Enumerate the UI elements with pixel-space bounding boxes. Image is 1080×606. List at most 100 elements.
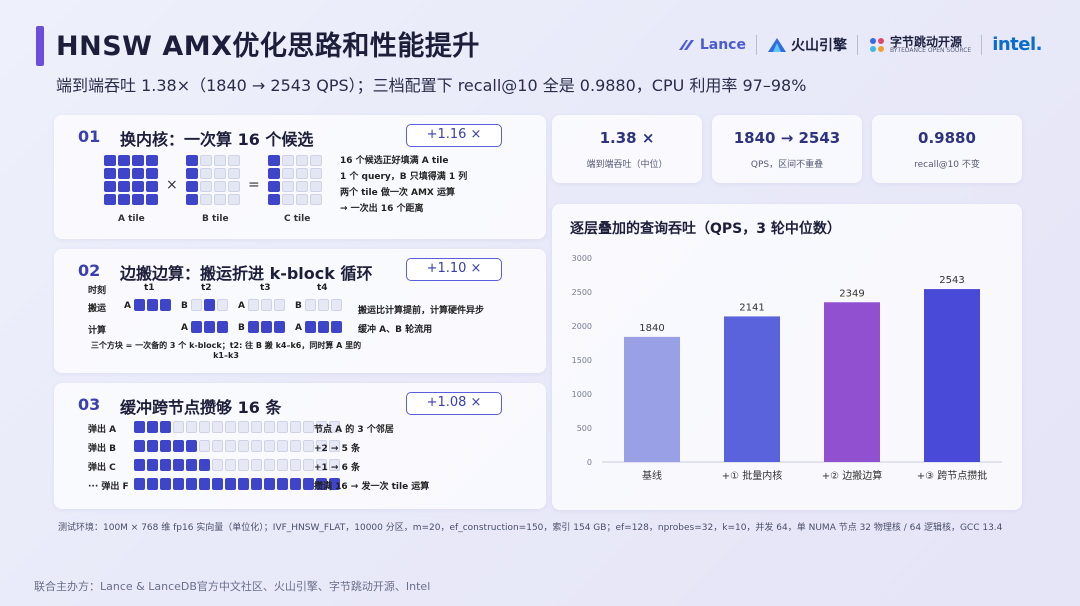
tile-cell — [186, 155, 198, 166]
buffer-slot — [290, 440, 301, 452]
logo-divider — [856, 34, 858, 55]
buffer-slot — [277, 421, 288, 433]
buffer-slot — [134, 421, 145, 433]
tile-cell — [268, 168, 280, 179]
buffer-slot — [264, 421, 275, 433]
buffer-slot — [199, 459, 210, 471]
buffer-row-note: +1 → 6 条 — [314, 463, 361, 473]
buffer-b-label: B — [238, 323, 245, 333]
note-line: 搬运比计算提前，计算硬件异步 — [358, 306, 485, 316]
compute-row-label: 计算 — [88, 326, 107, 336]
bar-value-label: 2543 — [939, 275, 964, 286]
buffer-slot — [329, 459, 340, 471]
tile-cell — [104, 168, 116, 179]
buffer-slot — [238, 421, 249, 433]
x-category-label: 基线 — [642, 469, 662, 482]
chart-card: 逐层叠加的查询吞吐（QPS，3 轮中位数） 0 500 1000 1500 2000 25… — [552, 204, 1022, 510]
buffer-slot — [225, 478, 236, 490]
b-tile-grid — [186, 155, 240, 205]
tile-cell — [296, 168, 308, 179]
k-block — [331, 299, 342, 311]
tile-cell — [310, 194, 322, 205]
y-tick-label: 1000 — [572, 390, 592, 399]
step-title: 换内核：一次算 16 个候选 — [120, 130, 314, 149]
tile-cell — [186, 181, 198, 192]
buffer-slot — [251, 459, 262, 471]
y-tick-label: 0 — [587, 458, 592, 467]
buffer-slot — [212, 478, 223, 490]
tile-cell — [268, 181, 280, 192]
buffer-a-label: A — [181, 323, 188, 333]
tile-cell — [310, 155, 322, 166]
step1-notes: 16 个候选正好填满 A tile 1 个 query，B 只填得满 1 列 两… — [340, 153, 467, 217]
buffer-slot — [329, 421, 340, 433]
buffer-slot — [303, 478, 314, 490]
buffer-row-note: 攒满 16 → 发一次 tile 运算 — [314, 482, 430, 492]
tile-cell — [104, 155, 116, 166]
buffer-a-label: A — [124, 301, 131, 311]
bar — [724, 316, 780, 462]
buffer-slot — [186, 478, 197, 490]
k-block — [204, 299, 215, 311]
tile-cell — [132, 194, 144, 205]
buffer-slot — [134, 478, 145, 490]
metric-label: 端到端吞吐（中位） — [586, 160, 668, 170]
metric-value: 1.38 × — [599, 129, 655, 147]
tile-cell — [228, 168, 240, 179]
tile-cell — [186, 194, 198, 205]
k-block — [217, 299, 228, 311]
note-line: 1 个 query，B 只填得满 1 列 — [340, 172, 468, 182]
tile-cell — [200, 155, 212, 166]
buffer-slot — [212, 421, 223, 433]
buffer-row-note: +2 → 5 条 — [314, 444, 361, 454]
buffer-slot — [173, 478, 184, 490]
tile-cell — [104, 194, 116, 205]
buffer-slot — [160, 440, 171, 452]
equals-symbol: = — [248, 177, 260, 193]
buffer-slot — [212, 459, 223, 471]
buffer-slot — [264, 440, 275, 452]
step-card-1: 01 换内核：一次算 16 个候选 +1.16 × A tile × B til… — [54, 115, 546, 239]
step2-notes: 搬运比计算提前，计算硬件异步 缓冲 A、B 轮流用 — [358, 303, 484, 338]
buffer-slot — [173, 440, 184, 452]
gain-badge: +1.16 × — [406, 124, 502, 147]
tile-cell — [228, 181, 240, 192]
y-tick-label: 2000 — [572, 322, 592, 331]
buffer-slot — [290, 421, 301, 433]
bytedance-logo-text: 字节跳动开源 — [889, 34, 962, 49]
step-number: 01 — [78, 127, 101, 146]
k-block — [191, 321, 202, 333]
buffer-slot — [199, 421, 210, 433]
bar — [624, 336, 680, 462]
k-block — [160, 299, 171, 311]
step2-caption: 三个方块 = 一次备的 3 个 k-block；t2: 往 B 搬 k4–k6，… — [90, 341, 362, 360]
gain-badge: +1.08 × — [406, 392, 502, 415]
step-title: 缓冲跨节点攒够 16 条 — [120, 398, 282, 417]
bar — [924, 289, 980, 462]
time-t2: t2 — [201, 283, 212, 293]
k-block — [217, 321, 228, 333]
chart-title: 逐层叠加的查询吞吐（QPS，3 轮中位数） — [570, 221, 841, 237]
k-block — [248, 321, 259, 333]
k-block — [305, 299, 316, 311]
buffer-slot — [147, 478, 158, 490]
k-block — [318, 299, 329, 311]
tile-cell — [200, 168, 212, 179]
tile-cell — [228, 194, 240, 205]
y-tick-label: 3000 — [572, 254, 592, 263]
lance-icon — [678, 39, 694, 50]
partner-logos: Lance 火山引擎 字节跳动开源 BYTEDANCE OPEN SOURCE … — [678, 34, 1042, 55]
k-block — [274, 299, 285, 311]
multiply-symbol: × — [166, 177, 178, 193]
logo-divider — [981, 34, 983, 55]
tile-cell — [146, 181, 158, 192]
k-block — [204, 321, 215, 333]
buffer-b-label: B — [181, 301, 188, 311]
lance-logo-text: Lance — [699, 36, 746, 53]
note-line: → 一次出 16 个距离 — [340, 204, 424, 214]
buffer-b-label: B — [295, 301, 302, 311]
buffer-slot — [238, 478, 249, 490]
tile-cell — [282, 194, 294, 205]
move-blocks-t4 — [305, 299, 342, 311]
x-category-label: +③ 跨节点攒批 — [917, 469, 988, 482]
